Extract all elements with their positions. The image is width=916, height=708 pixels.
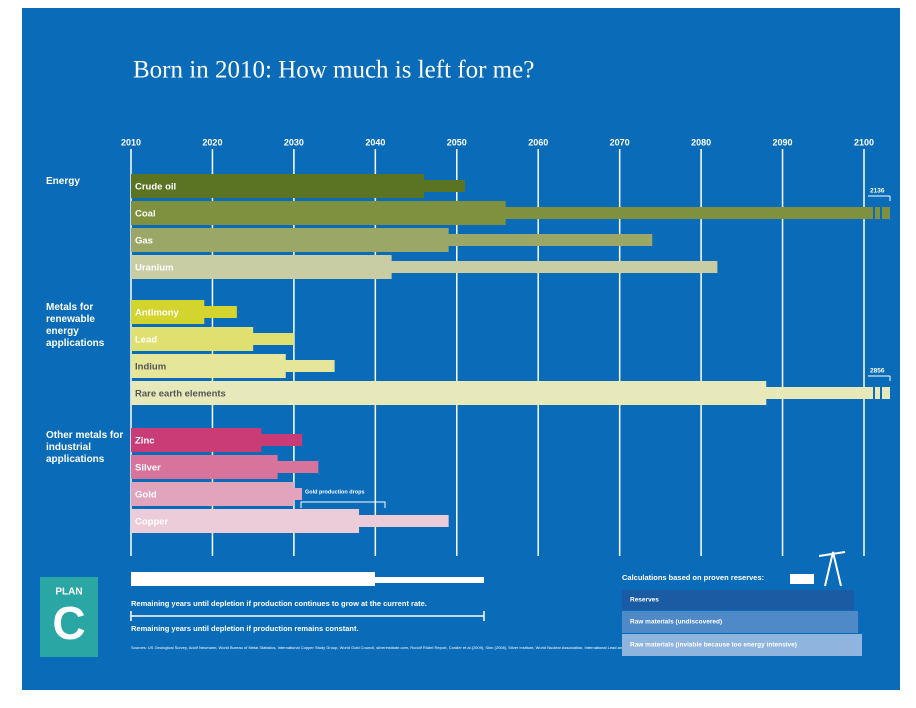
category-label: Silver bbox=[135, 463, 161, 474]
group-label: Energy bbox=[46, 176, 80, 187]
bar-growth bbox=[131, 482, 294, 506]
bar-growth bbox=[131, 300, 205, 324]
category-label: Uranium bbox=[135, 263, 174, 274]
bar-growth bbox=[131, 228, 449, 252]
bar-growth bbox=[131, 428, 262, 452]
annotation: Gold production drops bbox=[305, 489, 365, 495]
group-label: Metals for renewable energy applications bbox=[46, 302, 105, 349]
category-label: Antimony bbox=[135, 308, 180, 319]
bar-growth bbox=[131, 201, 506, 225]
legend-label: Remaining years until depletion if produ… bbox=[131, 599, 427, 608]
legend-label: Remaining years until depletion if produ… bbox=[131, 624, 359, 633]
category-label: Lead bbox=[135, 335, 157, 346]
category-label: Gas bbox=[135, 236, 153, 247]
category-label: Rare earth elements bbox=[135, 389, 226, 400]
x-tick-label: 2090 bbox=[773, 137, 793, 147]
axis-break bbox=[880, 385, 882, 401]
chart-title: Born in 2010: How much is left for me? bbox=[133, 57, 534, 84]
truck-icon bbox=[790, 574, 814, 584]
x-tick-label: 2080 bbox=[691, 137, 711, 147]
bar-growth bbox=[131, 255, 392, 279]
x-tick-label: 2060 bbox=[528, 137, 548, 147]
reserves-row bbox=[622, 634, 862, 656]
category-label: Crude oil bbox=[135, 182, 176, 193]
reserves-row bbox=[622, 590, 854, 610]
category-label: Indium bbox=[135, 362, 166, 373]
bar-growth bbox=[131, 327, 254, 351]
sources: Sources: US Geological Survey, Adolf Neu… bbox=[131, 645, 757, 650]
logo-box bbox=[40, 577, 98, 657]
category-label: Coal bbox=[135, 209, 156, 220]
category-label: Gold bbox=[135, 490, 157, 501]
x-tick-label: 2030 bbox=[284, 137, 304, 147]
bar-growth bbox=[131, 455, 278, 479]
legend-thin-bar bbox=[131, 577, 484, 583]
reserves-title: Calculations based on proven reserves: bbox=[622, 573, 764, 582]
x-tick-label: 2050 bbox=[447, 137, 467, 147]
group-label: Other metals for industrial applications bbox=[46, 430, 124, 465]
x-tick-label: 2020 bbox=[202, 137, 222, 147]
bar-growth bbox=[131, 174, 425, 198]
reserves-row bbox=[622, 611, 858, 633]
annotation-bracket bbox=[300, 501, 386, 508]
data-label: 2136 bbox=[870, 188, 885, 195]
x-tick-label: 2070 bbox=[610, 137, 630, 147]
bar-growth bbox=[131, 354, 286, 378]
axis-break bbox=[873, 385, 875, 401]
reserves-label: Raw materials (inviable because too ener… bbox=[630, 642, 797, 649]
x-tick-label: 2010 bbox=[121, 137, 141, 147]
bar-growth bbox=[131, 381, 767, 405]
category-label: Zinc bbox=[135, 436, 155, 447]
reserves-label: Raw materials (undiscovered) bbox=[630, 619, 722, 626]
category-label: Copper bbox=[135, 517, 169, 528]
logo-text: PLAN bbox=[55, 587, 82, 598]
axis-break bbox=[880, 205, 882, 221]
logo-letter: C bbox=[52, 597, 85, 649]
bar-growth bbox=[131, 509, 360, 533]
axis-break bbox=[873, 205, 875, 221]
x-tick-label: 2100 bbox=[854, 137, 874, 147]
reserves-label: Reserves bbox=[630, 597, 659, 604]
data-label: 2856 bbox=[870, 368, 885, 375]
rig-icon bbox=[818, 551, 846, 587]
x-tick-label: 2040 bbox=[365, 137, 385, 147]
